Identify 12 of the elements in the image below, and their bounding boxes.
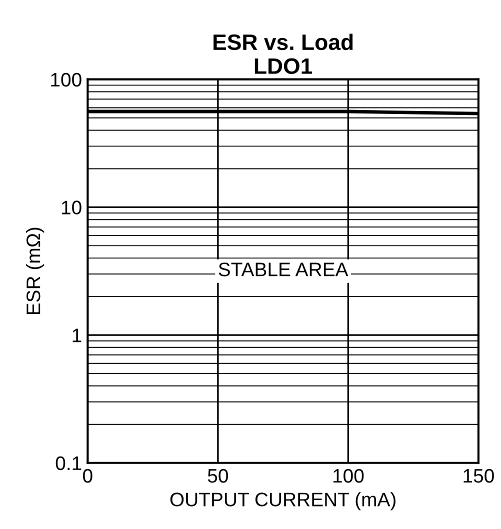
x-tick-label: 150 (464, 468, 494, 483)
y-tick-label: 10 (62, 200, 82, 214)
chart-title: ESR vs. Load LDO1 (214, 34, 353, 74)
y-axis-title: ESR (mΩ) (26, 228, 44, 314)
y-tick-label: 1 (72, 328, 82, 342)
y-tick-label: 0.1 (56, 456, 82, 470)
x-tick-label: 0 (83, 468, 92, 483)
annotation: STABLE AREA (218, 262, 348, 276)
x-tick-label: 100 (333, 468, 364, 483)
y-tick-label: 100 (51, 72, 82, 87)
x-axis-title: OUTPUT CURRENT (mA) (170, 492, 396, 510)
x-tick-label: 50 (208, 468, 228, 483)
